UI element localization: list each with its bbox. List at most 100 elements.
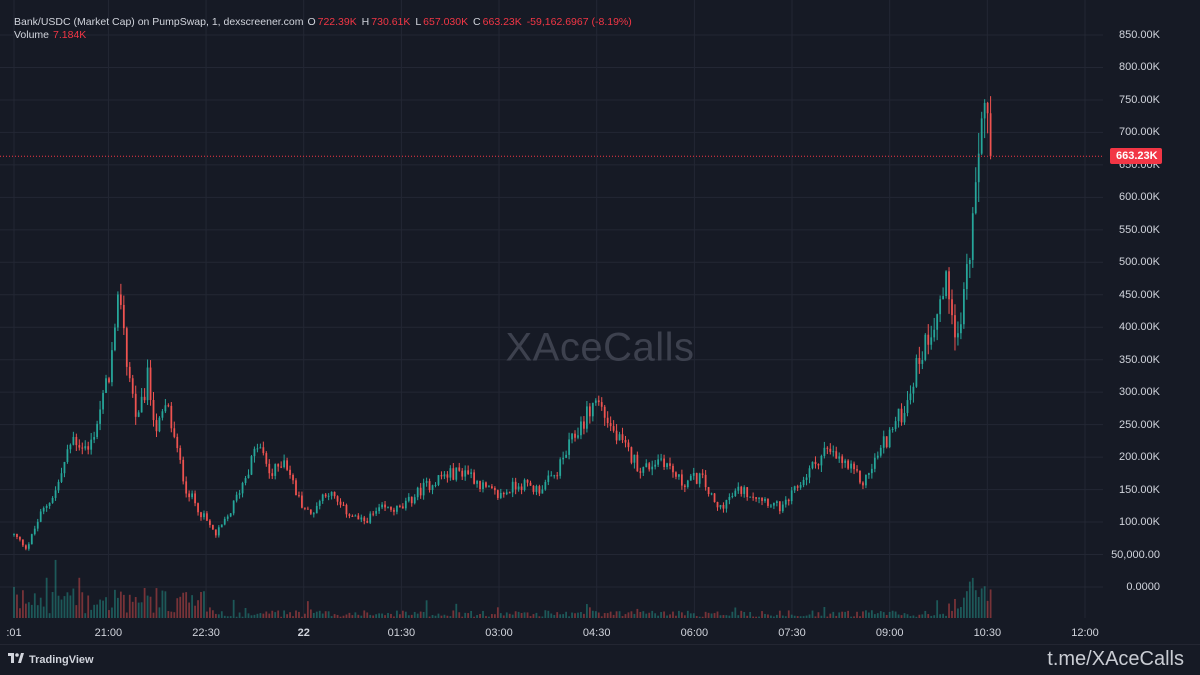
candle bbox=[42, 507, 45, 512]
candle bbox=[48, 502, 51, 506]
candle bbox=[541, 489, 544, 494]
volume-bar bbox=[796, 616, 799, 618]
candle bbox=[407, 496, 410, 501]
candle bbox=[716, 502, 719, 508]
volume-bar bbox=[832, 611, 835, 618]
candle bbox=[505, 492, 508, 495]
candle bbox=[458, 467, 461, 471]
candle bbox=[793, 486, 796, 491]
candle bbox=[692, 473, 695, 476]
candle bbox=[167, 405, 170, 407]
volume-bar bbox=[191, 595, 193, 618]
volume-bar bbox=[250, 615, 253, 618]
volume-bar bbox=[597, 612, 600, 618]
volume-bar bbox=[574, 613, 576, 618]
candle bbox=[633, 454, 636, 463]
volume-bar bbox=[517, 611, 520, 618]
candle bbox=[265, 453, 268, 464]
volume-bar bbox=[203, 591, 205, 618]
candle bbox=[298, 495, 300, 497]
candle bbox=[372, 513, 375, 515]
volume-bar bbox=[348, 612, 351, 618]
candle bbox=[220, 524, 223, 528]
volume-bar bbox=[529, 616, 532, 618]
volume-bar bbox=[808, 614, 811, 618]
candle bbox=[185, 481, 188, 494]
volume-bar bbox=[672, 611, 674, 618]
candle bbox=[467, 470, 470, 474]
candle bbox=[241, 482, 244, 494]
volume-bar bbox=[223, 615, 226, 618]
volume-bar bbox=[660, 612, 662, 618]
candle bbox=[939, 299, 942, 315]
candle bbox=[431, 485, 434, 490]
volume-bar bbox=[143, 588, 146, 618]
candle bbox=[621, 434, 624, 440]
volume-key[interactable]: Volume bbox=[14, 29, 50, 41]
candle bbox=[105, 378, 107, 393]
candle bbox=[327, 495, 330, 497]
volume-bar bbox=[594, 611, 597, 618]
candle bbox=[571, 433, 573, 440]
volume-bar bbox=[678, 610, 680, 618]
volume-bar bbox=[939, 614, 942, 618]
volume-bar bbox=[942, 613, 944, 618]
candle bbox=[45, 505, 48, 508]
volume-bar bbox=[235, 616, 238, 618]
candle bbox=[547, 475, 550, 482]
y-tick-label: 800.00K bbox=[1119, 61, 1160, 74]
volume-bar bbox=[532, 614, 535, 618]
candle bbox=[586, 406, 588, 429]
volume-bar bbox=[366, 612, 369, 618]
volume-bar bbox=[384, 615, 386, 618]
candle bbox=[968, 259, 971, 265]
volume-bar bbox=[140, 602, 143, 618]
candle bbox=[16, 534, 18, 537]
volume-bar bbox=[502, 615, 505, 618]
volume-bar bbox=[553, 614, 556, 618]
candle bbox=[336, 496, 339, 502]
y-tick-label: 200.00K bbox=[1119, 451, 1160, 464]
candle bbox=[256, 448, 259, 450]
candle bbox=[689, 475, 692, 481]
volume-bar bbox=[559, 614, 562, 618]
volume-bar bbox=[781, 615, 784, 618]
volume-bar bbox=[84, 613, 87, 618]
volume-bar bbox=[217, 614, 220, 618]
volume-bar bbox=[315, 611, 318, 618]
volume-bar bbox=[799, 616, 802, 618]
y-tick-label: 150.00K bbox=[1119, 483, 1160, 496]
volume-bar bbox=[704, 611, 707, 618]
candle bbox=[612, 426, 615, 431]
tradingview-logo[interactable]: TradingView bbox=[8, 653, 94, 666]
close-key: C bbox=[473, 16, 481, 28]
volume-bar bbox=[27, 602, 30, 618]
volume-bar bbox=[514, 611, 517, 618]
volume-bar bbox=[624, 614, 627, 618]
volume-bar bbox=[449, 616, 452, 618]
symbol-title[interactable]: Bank/USDC (Market Cap) on PumpSwap, 1, d… bbox=[14, 16, 304, 28]
volume-bar bbox=[211, 610, 214, 618]
volume-bar bbox=[102, 600, 104, 618]
candle bbox=[719, 504, 722, 508]
volume-bar bbox=[274, 612, 277, 618]
volume-bar bbox=[651, 610, 654, 618]
candle bbox=[749, 496, 752, 498]
telegram-link[interactable]: t.me/XAceCalls bbox=[1047, 648, 1184, 670]
x-tick-label: 22 bbox=[297, 627, 310, 639]
candle bbox=[19, 536, 21, 540]
y-tick-label: 700.00K bbox=[1119, 126, 1160, 139]
volume-bar bbox=[265, 611, 268, 618]
volume-bar bbox=[820, 615, 823, 618]
volume-bar bbox=[734, 607, 737, 618]
volume-bar bbox=[962, 597, 965, 618]
volume-bar bbox=[761, 611, 763, 618]
candle bbox=[906, 400, 909, 413]
volume-bar bbox=[16, 594, 18, 618]
candle bbox=[363, 517, 366, 522]
volume-bar bbox=[707, 612, 710, 618]
volume-bar bbox=[256, 613, 259, 618]
volume-bar bbox=[357, 614, 360, 618]
volume-bar bbox=[580, 612, 582, 618]
